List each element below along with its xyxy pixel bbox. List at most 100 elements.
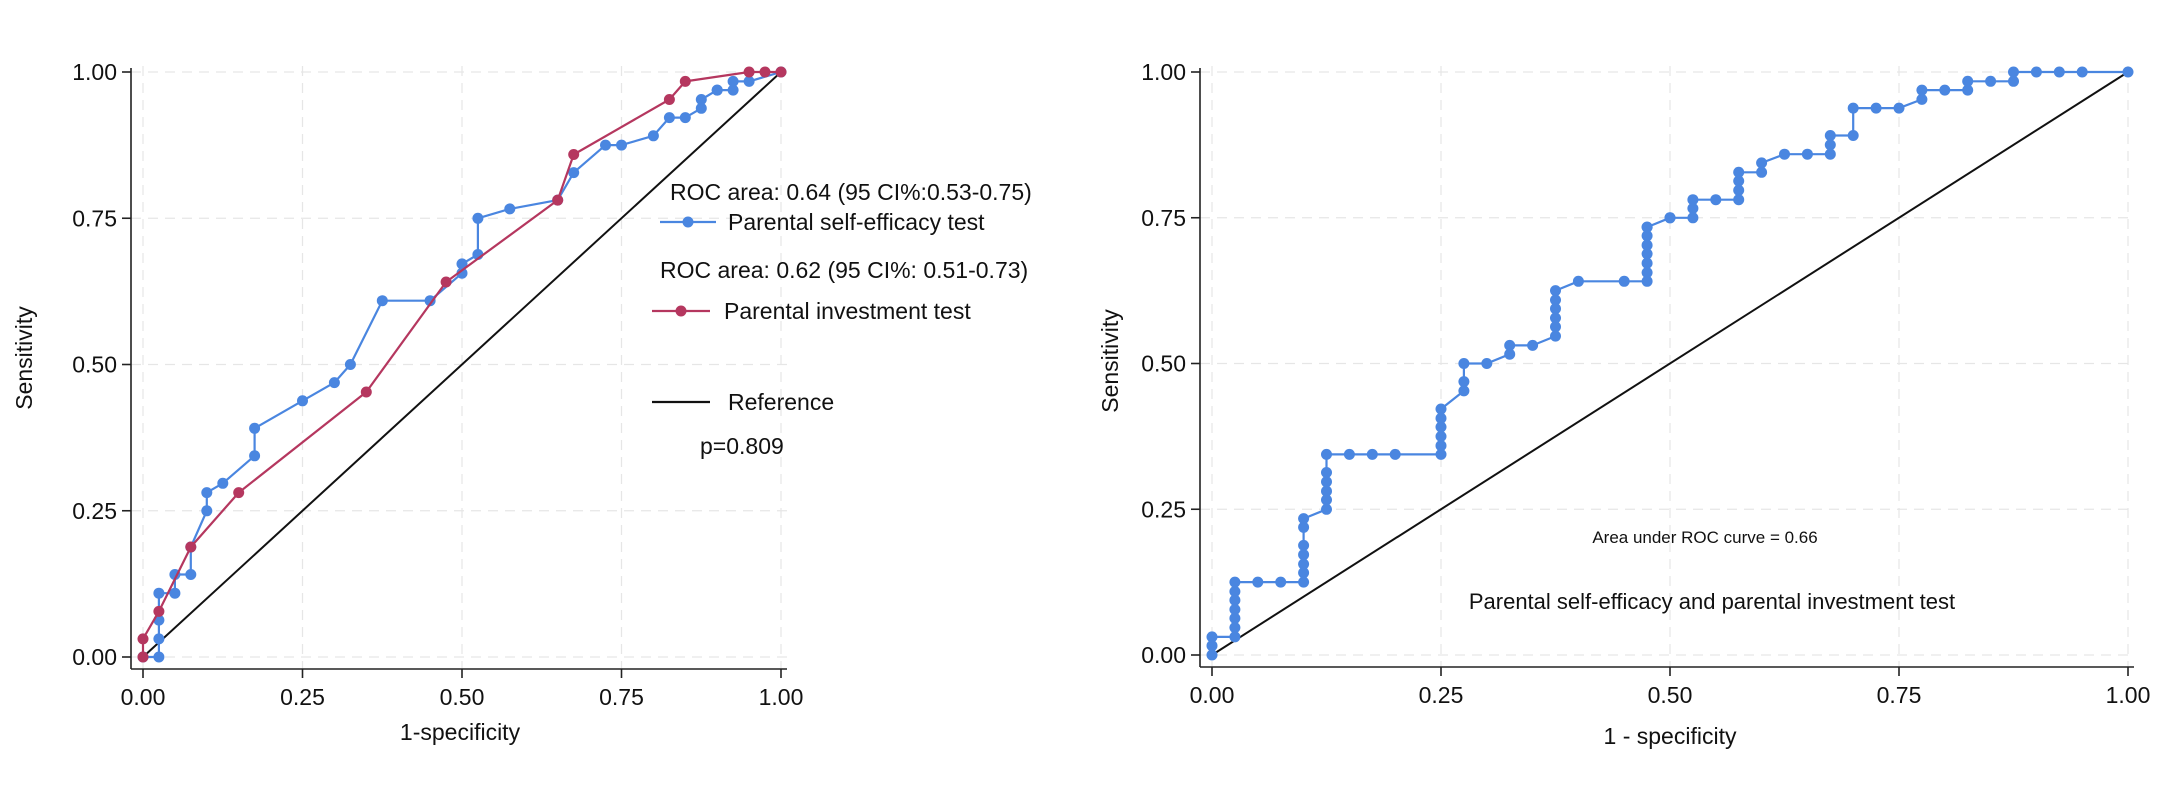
left-series-0-point-34 bbox=[711, 84, 723, 96]
left-series-2-line bbox=[142, 71, 782, 658]
left-series-0-point-14 bbox=[297, 395, 308, 407]
left-series-1-point-13 bbox=[775, 66, 787, 78]
right-series-0-point-5 bbox=[1229, 612, 1241, 624]
right-series-0-point-87 bbox=[2053, 66, 2065, 78]
right-series-0-point-6 bbox=[1229, 604, 1241, 615]
right-xtick-label-3: 0.75 bbox=[1877, 682, 1922, 708]
left-series-1 bbox=[137, 66, 787, 663]
right-ytick-label-2: 0.50 bbox=[1141, 351, 1186, 377]
right-ytick-label-4: 1.00 bbox=[1141, 59, 1186, 85]
right-series-0-point-1 bbox=[1206, 640, 1218, 652]
right-series-0-point-63 bbox=[1733, 194, 1745, 206]
left-series-0-point-25 bbox=[568, 167, 580, 179]
right-xtick-label-0: 0.00 bbox=[1190, 682, 1235, 708]
left-series-1-point-1 bbox=[137, 633, 149, 645]
left-axes: 0.00 0.25 0.50 0.75 1.00 0.00 0.25 0.50 0.75 1.00 bbox=[72, 59, 803, 710]
right-ylabel: Sensitivity bbox=[1097, 309, 1123, 413]
left-series-0-point-16 bbox=[344, 359, 356, 370]
right-series-0-point-76 bbox=[1870, 102, 1882, 114]
left-series-1-point-0 bbox=[137, 651, 149, 663]
right-series-0-point-36 bbox=[1458, 358, 1470, 369]
roc-area-investment: ROC area: 0.62 (95 CI%: 0.51-0.73) bbox=[660, 257, 1028, 283]
right-series-0-point-79 bbox=[1916, 84, 1928, 96]
right-series-0-point-71 bbox=[1824, 148, 1836, 160]
left-series-1-point-3 bbox=[185, 541, 197, 553]
right-series-0-point-22 bbox=[1321, 476, 1332, 488]
left-series-1-point-7 bbox=[552, 194, 564, 206]
left-series-1-point-12 bbox=[759, 66, 771, 78]
right-series-0-point-10 bbox=[1252, 576, 1264, 588]
roc-area-self-efficacy: ROC area: 0.64 (95 CI%:0.53-0.75) bbox=[670, 179, 1032, 205]
right-series-0-point-33 bbox=[1435, 403, 1447, 415]
left-series-0-point-36 bbox=[727, 75, 739, 87]
legend-label-investment: Parental investment test bbox=[724, 298, 971, 324]
legend-label-self-efficacy: Parental self-efficacy test bbox=[728, 209, 985, 235]
p-value: p=0.809 bbox=[700, 433, 784, 459]
right-series-0-point-11 bbox=[1275, 576, 1287, 588]
right-ytick-label-1: 0.25 bbox=[1141, 496, 1186, 522]
left-series-0-point-27 bbox=[616, 139, 627, 151]
right-series-1-line bbox=[1211, 71, 2129, 656]
left-xtick-label-2: 0.50 bbox=[440, 684, 485, 710]
right-series-0-point-9 bbox=[1229, 576, 1241, 588]
left-xtick-label-0: 0.00 bbox=[121, 684, 166, 710]
right-xtick-label-2: 0.50 bbox=[1648, 682, 1693, 708]
left-series-1-point-11 bbox=[743, 66, 755, 78]
left-series-0-point-29 bbox=[663, 112, 675, 124]
left-ytick-label-0: 0.00 bbox=[72, 644, 117, 670]
right-series-0-point-48 bbox=[1618, 275, 1630, 287]
left-ytick-label-4: 1.00 bbox=[72, 59, 117, 85]
left-series-0-point-35 bbox=[727, 84, 739, 96]
left-series-0-point-13 bbox=[249, 422, 261, 434]
right-series-0-point-38 bbox=[1504, 348, 1516, 360]
right-series-0-point-18 bbox=[1298, 513, 1310, 525]
left-xtick-label-4: 1.00 bbox=[759, 684, 804, 710]
right-series-0-point-72 bbox=[1824, 139, 1836, 151]
right-series-0-point-73 bbox=[1824, 130, 1836, 141]
right-series-0-point-67 bbox=[1756, 166, 1768, 178]
right-series-0-point-56 bbox=[1641, 221, 1653, 233]
legend-marker-investment bbox=[675, 305, 687, 317]
left-series-0-point-19 bbox=[456, 267, 468, 279]
left-series-1-point-2 bbox=[153, 605, 165, 617]
right-series-0-point-8 bbox=[1229, 586, 1241, 597]
left-ylabel: Sensitivity bbox=[11, 306, 37, 410]
test-label-annotation: Parental self-efficacy and parental inve… bbox=[1469, 589, 1955, 614]
right-series-0-point-59 bbox=[1687, 212, 1699, 224]
right-ytick-label-0: 0.00 bbox=[1141, 642, 1186, 668]
right-series-0-point-13 bbox=[1298, 567, 1310, 579]
right-series-0-point-24 bbox=[1321, 448, 1332, 460]
right-series-0-point-30 bbox=[1435, 430, 1447, 442]
right-series-0-point-69 bbox=[1779, 148, 1790, 160]
right-series-0-point-60 bbox=[1687, 202, 1699, 214]
left-grid bbox=[131, 66, 787, 669]
right-series-0-point-52 bbox=[1641, 248, 1653, 260]
right-series-0-point-21 bbox=[1321, 485, 1332, 497]
right-grid bbox=[1200, 66, 2134, 667]
right-series-0-point-41 bbox=[1550, 330, 1561, 342]
right-series-0-point-2 bbox=[1206, 631, 1218, 643]
right-series-0-point-29 bbox=[1435, 440, 1447, 452]
right-series-0-point-49 bbox=[1641, 275, 1653, 287]
right-series-0-point-26 bbox=[1366, 448, 1378, 460]
left-series-0-point-37 bbox=[743, 75, 755, 87]
right-series-0-point-34 bbox=[1458, 385, 1470, 397]
left-series-1-line bbox=[141, 70, 781, 657]
legend-item-reference: Reference bbox=[652, 389, 834, 415]
left-xtick-label-3: 0.75 bbox=[599, 684, 644, 710]
right-series-0-point-31 bbox=[1435, 421, 1447, 433]
left-ytick-label-3: 0.75 bbox=[72, 205, 117, 231]
right-series-0-point-70 bbox=[1801, 148, 1813, 160]
right-series-0-point-88 bbox=[2076, 66, 2088, 78]
right-series-0-point-16 bbox=[1298, 539, 1310, 551]
left-series-2 bbox=[142, 71, 782, 658]
right-series-0-point-82 bbox=[1962, 75, 1974, 87]
legend-marker-self-efficacy bbox=[682, 216, 694, 228]
right-series-0-point-65 bbox=[1733, 175, 1745, 187]
legend-item-self-efficacy: Parental self-efficacy test bbox=[660, 209, 985, 235]
left-ytick-label-1: 0.25 bbox=[72, 498, 117, 524]
left-series-1-point-5 bbox=[360, 386, 372, 398]
right-series-0-point-77 bbox=[1893, 102, 1905, 114]
right-series-0-point-75 bbox=[1847, 102, 1859, 114]
